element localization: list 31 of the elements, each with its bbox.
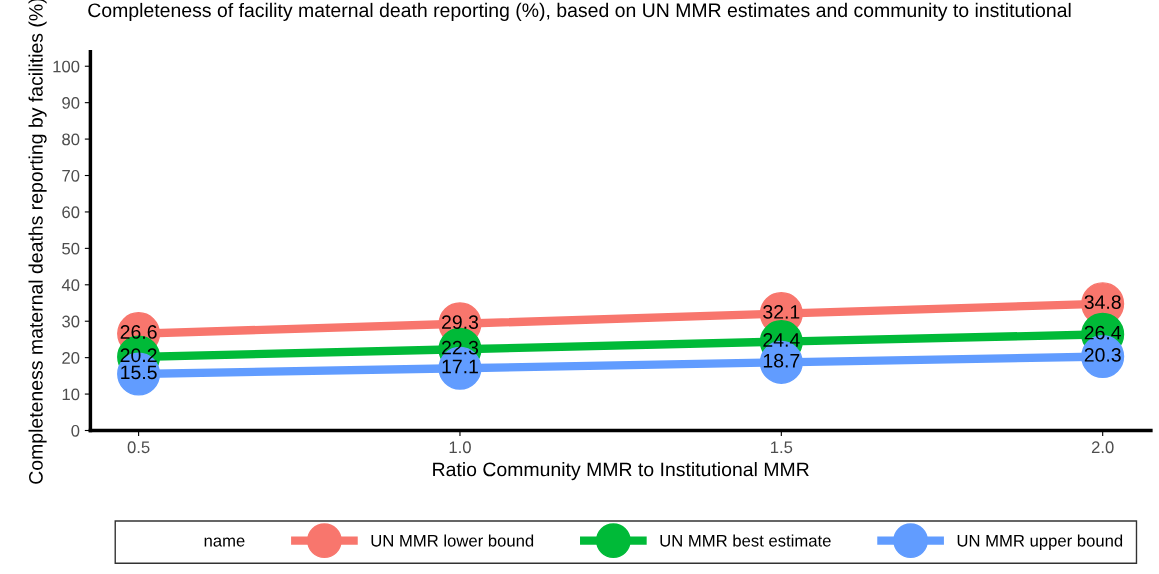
y-tick-label: 60 [62, 206, 80, 219]
y-tick-label: 10 [62, 388, 80, 401]
y-tick-label: 50 [62, 242, 80, 255]
data-label: 26.6 [120, 325, 157, 339]
x-tick-label: 2.0 [1091, 441, 1114, 454]
data-label: 17.1 [442, 359, 478, 374]
x-axis-title: Ratio Community MMR to Institutional MMR [433, 462, 809, 481]
x-tick-label: 0.5 [127, 441, 150, 454]
data-label: 26.4 [1084, 325, 1122, 340]
y-tick-label: 30 [62, 315, 80, 328]
data-label: 20.3 [1084, 348, 1121, 362]
legend-title: name [204, 537, 245, 547]
data-label: 29.3 [442, 315, 479, 329]
x-tick-label: 1.5 [771, 441, 793, 454]
data-label: 34.8 [1084, 295, 1121, 309]
y-tick-label: 100 [53, 60, 80, 73]
x-tick-label: 1.0 [449, 441, 471, 454]
legend-label: UN MMR best estimate [660, 534, 831, 547]
legend-label: UN MMR upper bound [957, 534, 1123, 550]
data-label: 15.5 [121, 365, 157, 380]
y-tick-label: 0 [71, 424, 80, 437]
y-tick-label: 20 [62, 352, 80, 364]
y-tick-label: 90 [62, 97, 80, 109]
y-tick-label: 40 [61, 279, 80, 291]
chart-title: Completeness of facility maternal death reporting (%), based on UN MMR estimates and community to institutional [88, 2, 1071, 21]
data-label: 18.7 [763, 353, 800, 368]
data-label: 32.1 [763, 305, 800, 319]
y-tick-label: 80 [62, 133, 80, 146]
legend-label: UN MMR lower bound [371, 534, 534, 547]
y-tick-label: 70 [62, 169, 80, 182]
data-label: 24.4 [763, 333, 800, 347]
